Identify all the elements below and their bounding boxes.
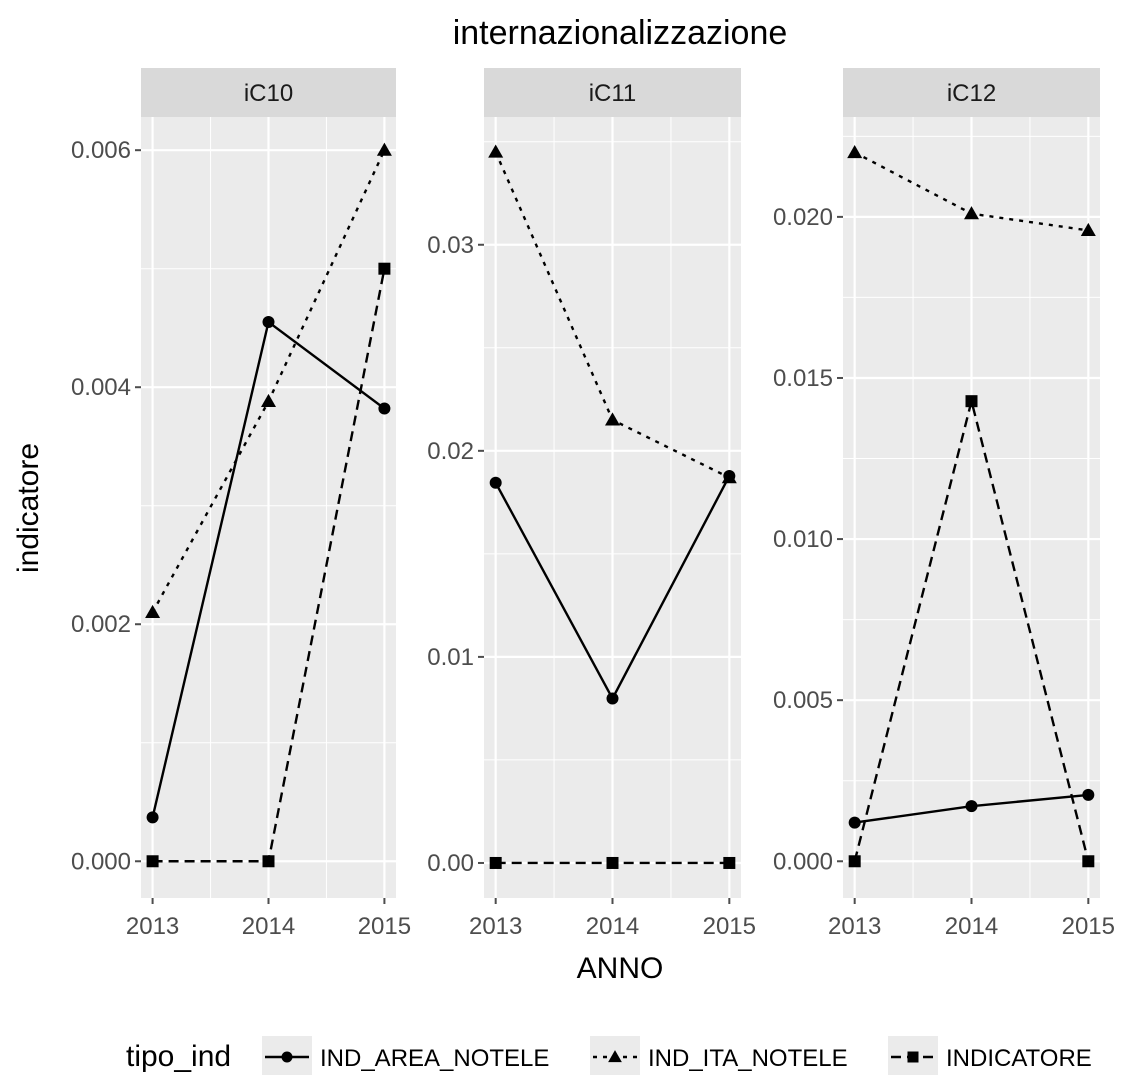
legend-key-marker-indicatore (907, 1051, 919, 1063)
data-point-indicatore (606, 856, 619, 869)
x-tick-label: 2014 (242, 913, 295, 940)
facet-strip (484, 68, 741, 117)
data-point-ind-ita-notele (145, 604, 161, 619)
data-point-indicatore (489, 856, 502, 869)
data-point-indicatore (146, 855, 159, 868)
data-point-ind-area-notele (606, 692, 619, 705)
legend-key-marker-ind-ita-notele (608, 1050, 622, 1063)
y-axis-title: indicatore (12, 443, 45, 573)
data-point-indicatore (1082, 855, 1095, 868)
facet-strip-label: iC11 (589, 80, 637, 107)
y-tick-label: 0.005 (773, 687, 833, 714)
facet-strip (141, 68, 396, 117)
facet-iC10: iC10 0.000 0.002 0.004 0.006 2013 2014 2015 (71, 68, 411, 940)
y-tick-label: 0.015 (773, 365, 833, 392)
data-point-ind-area-notele (378, 402, 391, 415)
x-tick-label: 2014 (945, 913, 998, 940)
data-point-ind-area-notele (1082, 788, 1095, 801)
data-point-ind-area-notele (262, 316, 275, 329)
data-point-ind-ita-notele (261, 393, 276, 408)
data-point-ind-area-notele (965, 800, 978, 813)
legend-label-indicatore: INDICATORE (946, 1045, 1092, 1072)
y-tick-label: 0.02 (427, 438, 474, 465)
y-tick-label: 0.000 (71, 848, 131, 875)
data-point-indicatore (378, 262, 391, 275)
y-tick-label: 0.00 (427, 850, 474, 877)
data-point-ind-ita-notele (488, 144, 504, 158)
y-tick-label: 0.01 (427, 644, 474, 671)
data-point-ind-ita-notele (721, 470, 737, 484)
y-tick-label: 0.000 (773, 848, 833, 875)
series-line-indicatore (853, 400, 1090, 862)
x-tick-label: 2014 (586, 913, 639, 940)
data-point-ind-area-notele (489, 476, 502, 489)
x-tick-label: 2013 (469, 913, 522, 940)
data-point-indicatore (848, 855, 861, 868)
facet-strip-label: iC10 (244, 80, 293, 107)
y-tick-label: 0.03 (427, 232, 474, 259)
facet-iC12: iC12 0.000 0.005 0.010 0.015 0.020 2013 2014 201… (773, 68, 1115, 940)
x-tick-label: 2013 (828, 913, 881, 940)
data-point-indicatore (965, 395, 978, 408)
y-tick-label: 0.006 (71, 137, 131, 164)
data-point-ind-area-notele (848, 816, 861, 829)
legend-title: tipo_ind (126, 1040, 231, 1073)
legend-key-marker-ind-area-notele (281, 1051, 293, 1063)
data-point-ind-ita-notele (605, 412, 620, 426)
data-point-indicatore (262, 855, 275, 868)
legend: tipo_ind IND_AREA_NOTELE IND_ITA_NOTELE IN… (126, 1036, 1092, 1075)
x-tick-label: 2015 (1062, 913, 1115, 940)
legend-label-ind-ita-notele: IND_ITA_NOTELE (648, 1045, 848, 1072)
data-point-ind-ita-notele (847, 144, 863, 159)
legend-label-ind-area-notele: IND_AREA_NOTELE (320, 1045, 549, 1072)
x-tick-label: 2015 (703, 913, 756, 940)
chart-title: internazionalizzazione (453, 14, 788, 52)
y-tick-label: 0.002 (71, 611, 131, 638)
facet-strip-label: iC12 (947, 80, 996, 107)
x-tick-label: 2013 (126, 913, 179, 940)
y-tick-label: 0.004 (71, 374, 131, 401)
x-tick-label: 2015 (358, 913, 411, 940)
facet-iC11: iC11 0.00 0.01 0.02 0.03 2013 2014 2015 (427, 68, 756, 940)
data-point-ind-ita-notele (376, 142, 392, 156)
data-point-ind-area-notele (146, 811, 159, 824)
y-tick-label: 0.010 (773, 526, 833, 553)
data-point-indicatore (723, 856, 736, 869)
y-tick-label: 0.020 (773, 204, 833, 231)
data-point-ind-ita-notele (964, 206, 979, 220)
facet-strip (843, 68, 1100, 117)
data-point-ind-ita-notele (1080, 222, 1096, 237)
x-axis-title: ANNO (577, 952, 664, 985)
